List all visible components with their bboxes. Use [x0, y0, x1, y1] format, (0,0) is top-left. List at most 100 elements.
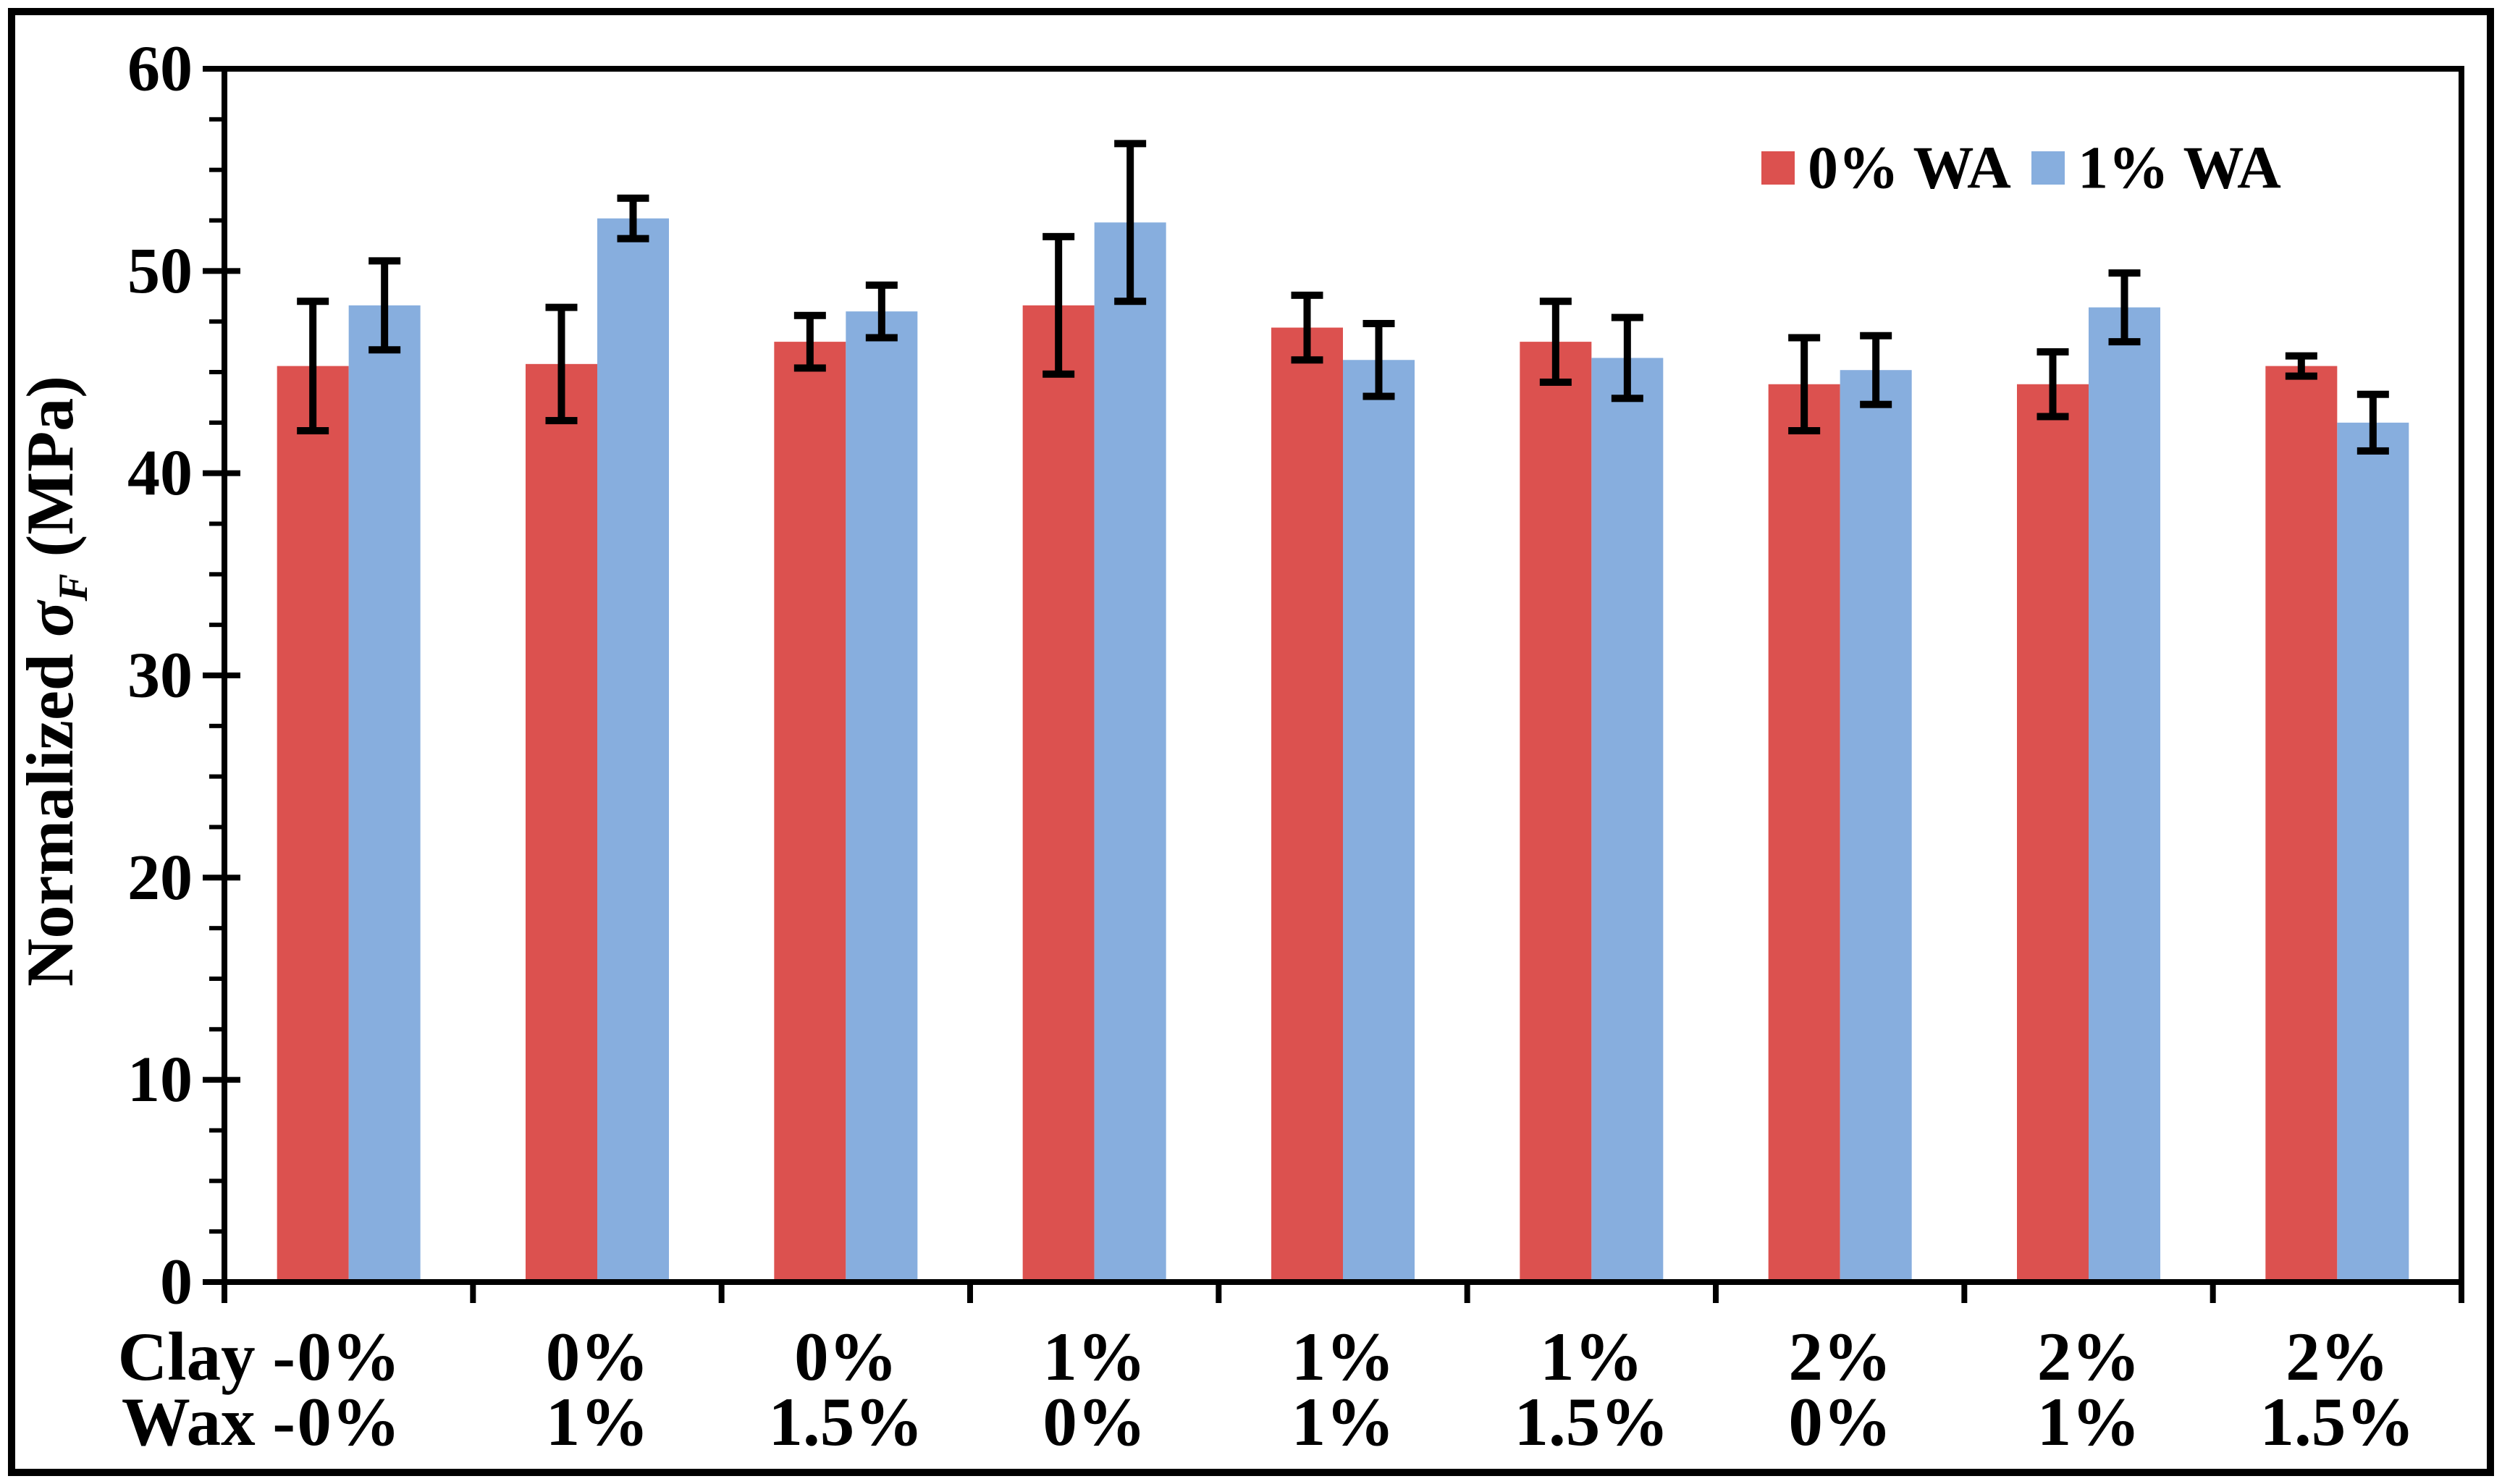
error-bar-cap-bottom — [793, 364, 826, 372]
error-bar-cap-bottom — [545, 417, 578, 425]
y-tick-label: 50 — [127, 235, 193, 307]
y-tick-label: 10 — [127, 1044, 193, 1116]
error-bar-cap-bottom — [297, 427, 329, 435]
x-label-clay-group-7: 2% — [1788, 1318, 1892, 1395]
y-minor-tick — [209, 825, 222, 830]
y-major-tick — [203, 1279, 240, 1285]
error-bar-cap-top — [2285, 352, 2317, 360]
bar-1%-wa-group-7 — [1840, 370, 1912, 1282]
y-minor-tick — [209, 1128, 222, 1133]
error-bar-cap-top — [1611, 313, 1643, 321]
error-bar-cap-bottom — [2356, 447, 2389, 455]
legend-swatch-0pct-wa — [1761, 151, 1795, 185]
x-label-clay-group-5: 1% — [1292, 1318, 1395, 1395]
x-tick — [1961, 1285, 1968, 1303]
x-label-wax-group-4: 0% — [1042, 1383, 1146, 1460]
bar-0%-wa-group-9 — [2265, 366, 2338, 1282]
error-bar-cap-top — [1539, 298, 1572, 305]
bar-1%-wa-group-6 — [1591, 358, 1664, 1282]
bar-1%-wa-group-2 — [597, 218, 669, 1282]
bar-1%-wa-group-8 — [2089, 307, 2160, 1283]
x-label-wax-group-3: 1.5% — [768, 1383, 923, 1460]
error-bar-line — [2049, 352, 2057, 417]
error-bar-cap-top — [1042, 232, 1075, 240]
y-minor-tick — [209, 218, 222, 223]
error-bar-cap-top — [793, 311, 826, 319]
error-bar-cap-top — [1291, 291, 1323, 299]
bar-0%-wa-group-6 — [1520, 342, 1592, 1283]
error-bar-line — [1872, 335, 1880, 405]
bar-1%-wa-group-5 — [1343, 360, 1415, 1282]
bar-1%-wa-group-3 — [846, 311, 918, 1283]
y-tick-label: 40 — [127, 437, 193, 509]
y-minor-tick — [209, 1179, 222, 1184]
x-label-wax-group-5: 1% — [1292, 1383, 1395, 1460]
y-minor-tick — [209, 774, 222, 779]
x-label-wax-group-1: 0% — [297, 1383, 400, 1460]
bar-1%-wa-group-9 — [2337, 422, 2409, 1283]
legend-label-1pct-wa: 1% WA — [2078, 135, 2281, 202]
legend-label-0pct-wa: 0% WA — [1808, 135, 2011, 202]
error-bar-cap-top — [2108, 269, 2141, 277]
error-bar-line — [629, 198, 637, 239]
y-major-tick — [203, 673, 240, 678]
x-tick — [222, 1285, 227, 1303]
y-minor-tick — [209, 117, 222, 122]
y-major-tick — [203, 1076, 240, 1083]
error-bar-line — [877, 284, 885, 338]
error-bar-cap-bottom — [2285, 372, 2317, 380]
y-minor-tick — [209, 370, 222, 374]
x-label-clay-group-6: 1% — [1540, 1318, 1643, 1395]
bar-0%-wa-group-2 — [526, 363, 597, 1282]
y-minor-tick — [209, 926, 222, 931]
x-tick — [2210, 1285, 2216, 1303]
x-row-prefix-clay: Clay - — [118, 1318, 295, 1395]
error-bar-cap-bottom — [1611, 395, 1643, 402]
x-label-wax-group-7: 0% — [1788, 1383, 1892, 1460]
error-bar-line — [381, 261, 389, 350]
error-bar-cap-bottom — [1042, 370, 1075, 378]
error-bar-cap-bottom — [617, 235, 649, 243]
y-minor-tick — [209, 723, 222, 728]
bar-0%-wa-group-4 — [1022, 305, 1095, 1282]
error-bar-cap-top — [2356, 390, 2389, 398]
error-bar-line — [557, 307, 565, 421]
x-tick — [1713, 1285, 1719, 1303]
x-tick — [967, 1285, 973, 1303]
error-bar-line — [806, 315, 814, 368]
y-tick-label: 30 — [127, 640, 193, 712]
y-minor-tick — [209, 521, 222, 526]
error-bar-cap-top — [1788, 334, 1821, 342]
x-label-clay-group-9: 2% — [2286, 1318, 2389, 1395]
y-minor-tick — [209, 319, 222, 324]
y-tick-label: 60 — [127, 33, 193, 105]
error-bar-cap-bottom — [1362, 392, 1395, 400]
error-bar-line — [1055, 236, 1063, 374]
error-bar-cap-bottom — [865, 334, 898, 342]
y-minor-tick — [209, 167, 222, 172]
x-tick — [2459, 1285, 2464, 1303]
error-bar-cap-bottom — [1291, 356, 1323, 364]
x-tick — [1464, 1285, 1470, 1303]
error-bar-cap-bottom — [2036, 413, 2069, 421]
y-minor-tick — [209, 977, 222, 981]
error-bar-line — [1623, 317, 1631, 399]
y-axis-title: Normalized σF (MPa) — [13, 376, 96, 987]
y-major-tick — [203, 874, 240, 881]
x-tick — [470, 1285, 476, 1303]
error-bar-cap-top — [1362, 319, 1395, 327]
error-bar-cap-top — [368, 257, 401, 265]
error-bar-line — [1551, 301, 1559, 382]
legend-swatch-1pct-wa — [2031, 151, 2065, 185]
x-label-wax-group-2: 1% — [546, 1383, 649, 1460]
error-bar-line — [2297, 355, 2305, 376]
error-bar-cap-bottom — [1860, 400, 1892, 408]
error-bar-cap-top — [297, 298, 329, 305]
y-tick-label: 0 — [160, 1247, 193, 1318]
y-major-tick — [203, 268, 240, 274]
error-bar-cap-bottom — [1788, 427, 1821, 435]
x-label-wax-group-6: 1.5% — [1514, 1383, 1669, 1460]
y-major-tick — [203, 470, 240, 476]
